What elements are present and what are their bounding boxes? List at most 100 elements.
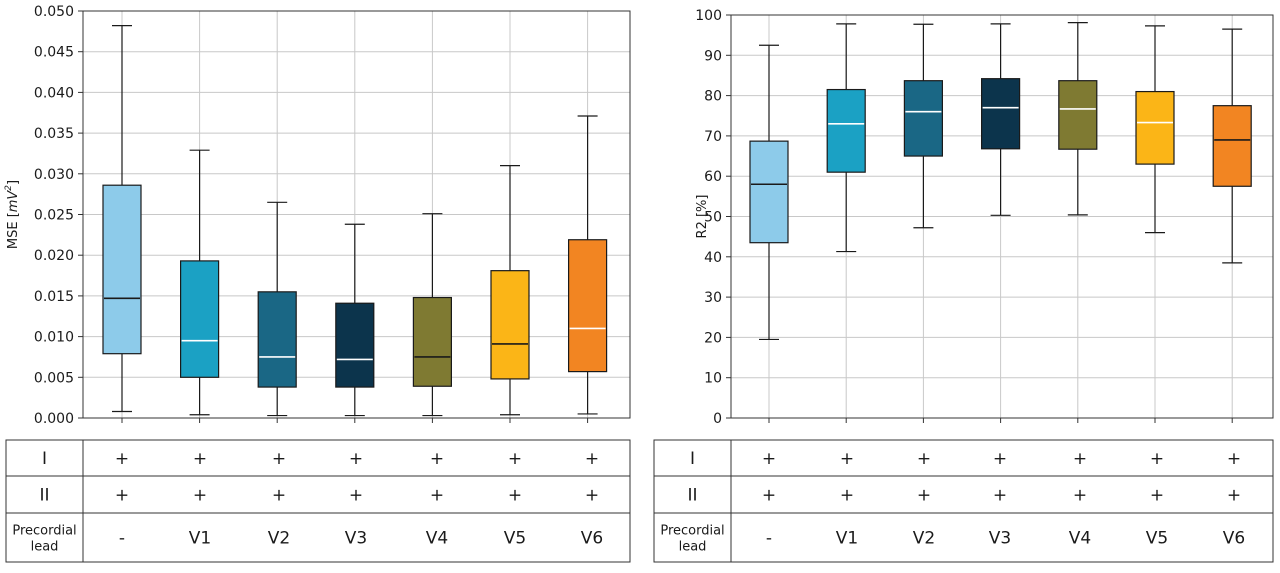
- y-tick-label: 60: [704, 169, 722, 185]
- table-cell: +: [115, 449, 129, 469]
- table-cell: +: [762, 449, 776, 469]
- y-tick-label: 0.040: [34, 85, 74, 101]
- box-body: [335, 302, 375, 388]
- table-cell: V4: [426, 529, 448, 549]
- box-body: [980, 78, 1021, 150]
- y-tick-label: 0.025: [34, 208, 74, 224]
- table-cell: +: [917, 486, 931, 506]
- row-label-3: Precordial lead: [12, 524, 76, 555]
- box-3: [903, 23, 944, 229]
- table-cell: +: [1073, 486, 1087, 506]
- box-6: [1135, 25, 1175, 234]
- box-7: [1212, 28, 1252, 264]
- plot-frame: [82, 10, 631, 419]
- table-cell: V5: [1146, 529, 1168, 549]
- table-cell: V1: [836, 529, 858, 549]
- box-body: [1212, 105, 1252, 187]
- box-2: [826, 23, 866, 253]
- y-tick-label: 20: [704, 330, 722, 346]
- box-5: [412, 213, 452, 417]
- y-axis-label: R2 [%]: [695, 195, 710, 239]
- row-label-line: Precordial: [660, 524, 724, 539]
- row-label-line: lead: [679, 540, 707, 555]
- table-cell: +: [349, 449, 363, 469]
- y-tick-label: 10: [704, 371, 722, 387]
- box-body: [412, 296, 452, 387]
- table-cell: -: [119, 529, 125, 549]
- y-tick-label: 50: [704, 210, 722, 226]
- table-cell: +: [272, 449, 286, 469]
- y-tick-label: 0: [713, 411, 722, 427]
- box-6: [490, 165, 530, 416]
- table-cell: V3: [989, 529, 1011, 549]
- box-2: [180, 149, 220, 416]
- table-cell: V1: [189, 529, 211, 549]
- row-label-3: Precordial lead: [660, 524, 724, 555]
- table-cell: +: [993, 486, 1007, 506]
- lead-table-left: I + + + + + + + II + + + + + + + Precordial lead - V1 V2 V3 V4…: [5, 439, 631, 563]
- y-tick-label: 0.035: [34, 126, 74, 142]
- table-cell: +: [917, 449, 931, 469]
- box-body: [1135, 90, 1175, 165]
- box-7: [567, 115, 608, 415]
- table-cell: +: [1150, 449, 1164, 469]
- y-tick-label: 80: [704, 89, 722, 105]
- table-cell: +: [508, 486, 522, 506]
- table-cell: V5: [504, 529, 526, 549]
- row-label-2: II: [39, 486, 49, 506]
- y-tick-label: 0.005: [34, 370, 74, 386]
- box-body: [826, 88, 866, 173]
- table-cell: V6: [1223, 529, 1245, 549]
- box-3: [257, 201, 297, 417]
- table-cell: +: [840, 449, 854, 469]
- table-cell: +: [1150, 486, 1164, 506]
- table-cell: V3: [345, 529, 367, 549]
- table-cell: +: [993, 449, 1007, 469]
- box-1: [749, 44, 789, 341]
- y-axis: 0 10 20 30 40 50 60 70 80 90 100: [695, 8, 1233, 427]
- box-5: [1058, 22, 1098, 216]
- table-cell: +: [840, 486, 854, 506]
- box-body: [180, 260, 220, 378]
- gridlines: [731, 14, 1273, 419]
- lead-table-right: I + + + + + + + II + + + + + + + Precordial lead - V1 V2 V3 V4…: [653, 439, 1274, 563]
- row-label-1: I: [690, 449, 695, 469]
- y-tick-label: 0.000: [34, 411, 74, 427]
- y-axis-label: MSE [mV2]: [4, 180, 21, 249]
- table-cell: +: [430, 486, 444, 506]
- table-border: [5, 439, 631, 563]
- r2-chart-panel: 0 10 20 30 40 50 60 70 80 90 100 R2 [%]: [695, 8, 1274, 427]
- row-label-1: I: [42, 449, 47, 469]
- y-tick-label: 90: [704, 48, 722, 64]
- y-axis-label-unit: mV: [6, 190, 21, 213]
- y-tick-label: 0.010: [34, 330, 74, 346]
- table-cell: +: [272, 486, 286, 506]
- y-axis-label-base: MSE [: [6, 212, 21, 249]
- table-cell: +: [115, 486, 129, 506]
- table-cell: +: [349, 486, 363, 506]
- y-axis-label-superscript: 2: [4, 185, 14, 191]
- row-label-line: lead: [31, 540, 59, 555]
- table-cell: +: [585, 449, 599, 469]
- y-tick-label: 70: [704, 129, 722, 145]
- box-body: [749, 140, 789, 244]
- box-body: [257, 291, 297, 388]
- table-cell: V2: [268, 529, 290, 549]
- table-cell: +: [1227, 486, 1241, 506]
- mse-chart-panel: 0.000 0.005 0.010 0.015 0.020 0.025 0.030 0.035…: [4, 4, 631, 427]
- table-cell: +: [430, 449, 444, 469]
- table-cell: +: [1227, 449, 1241, 469]
- table-cell: +: [193, 449, 207, 469]
- table-cell: +: [762, 486, 776, 506]
- y-tick-label: 0.050: [34, 4, 74, 20]
- table-cell: +: [193, 486, 207, 506]
- table-cell: -: [766, 529, 772, 549]
- y-tick-label: 0.030: [34, 167, 74, 183]
- table-cell: V2: [913, 529, 935, 549]
- table-border: [653, 439, 1274, 563]
- box-4: [335, 223, 375, 417]
- table-cell: V4: [1069, 529, 1091, 549]
- table-cell: +: [508, 449, 522, 469]
- plot-frame: [730, 14, 1274, 419]
- y-axis: 0.000 0.005 0.010 0.015 0.020 0.025 0.030 0.035…: [34, 4, 589, 427]
